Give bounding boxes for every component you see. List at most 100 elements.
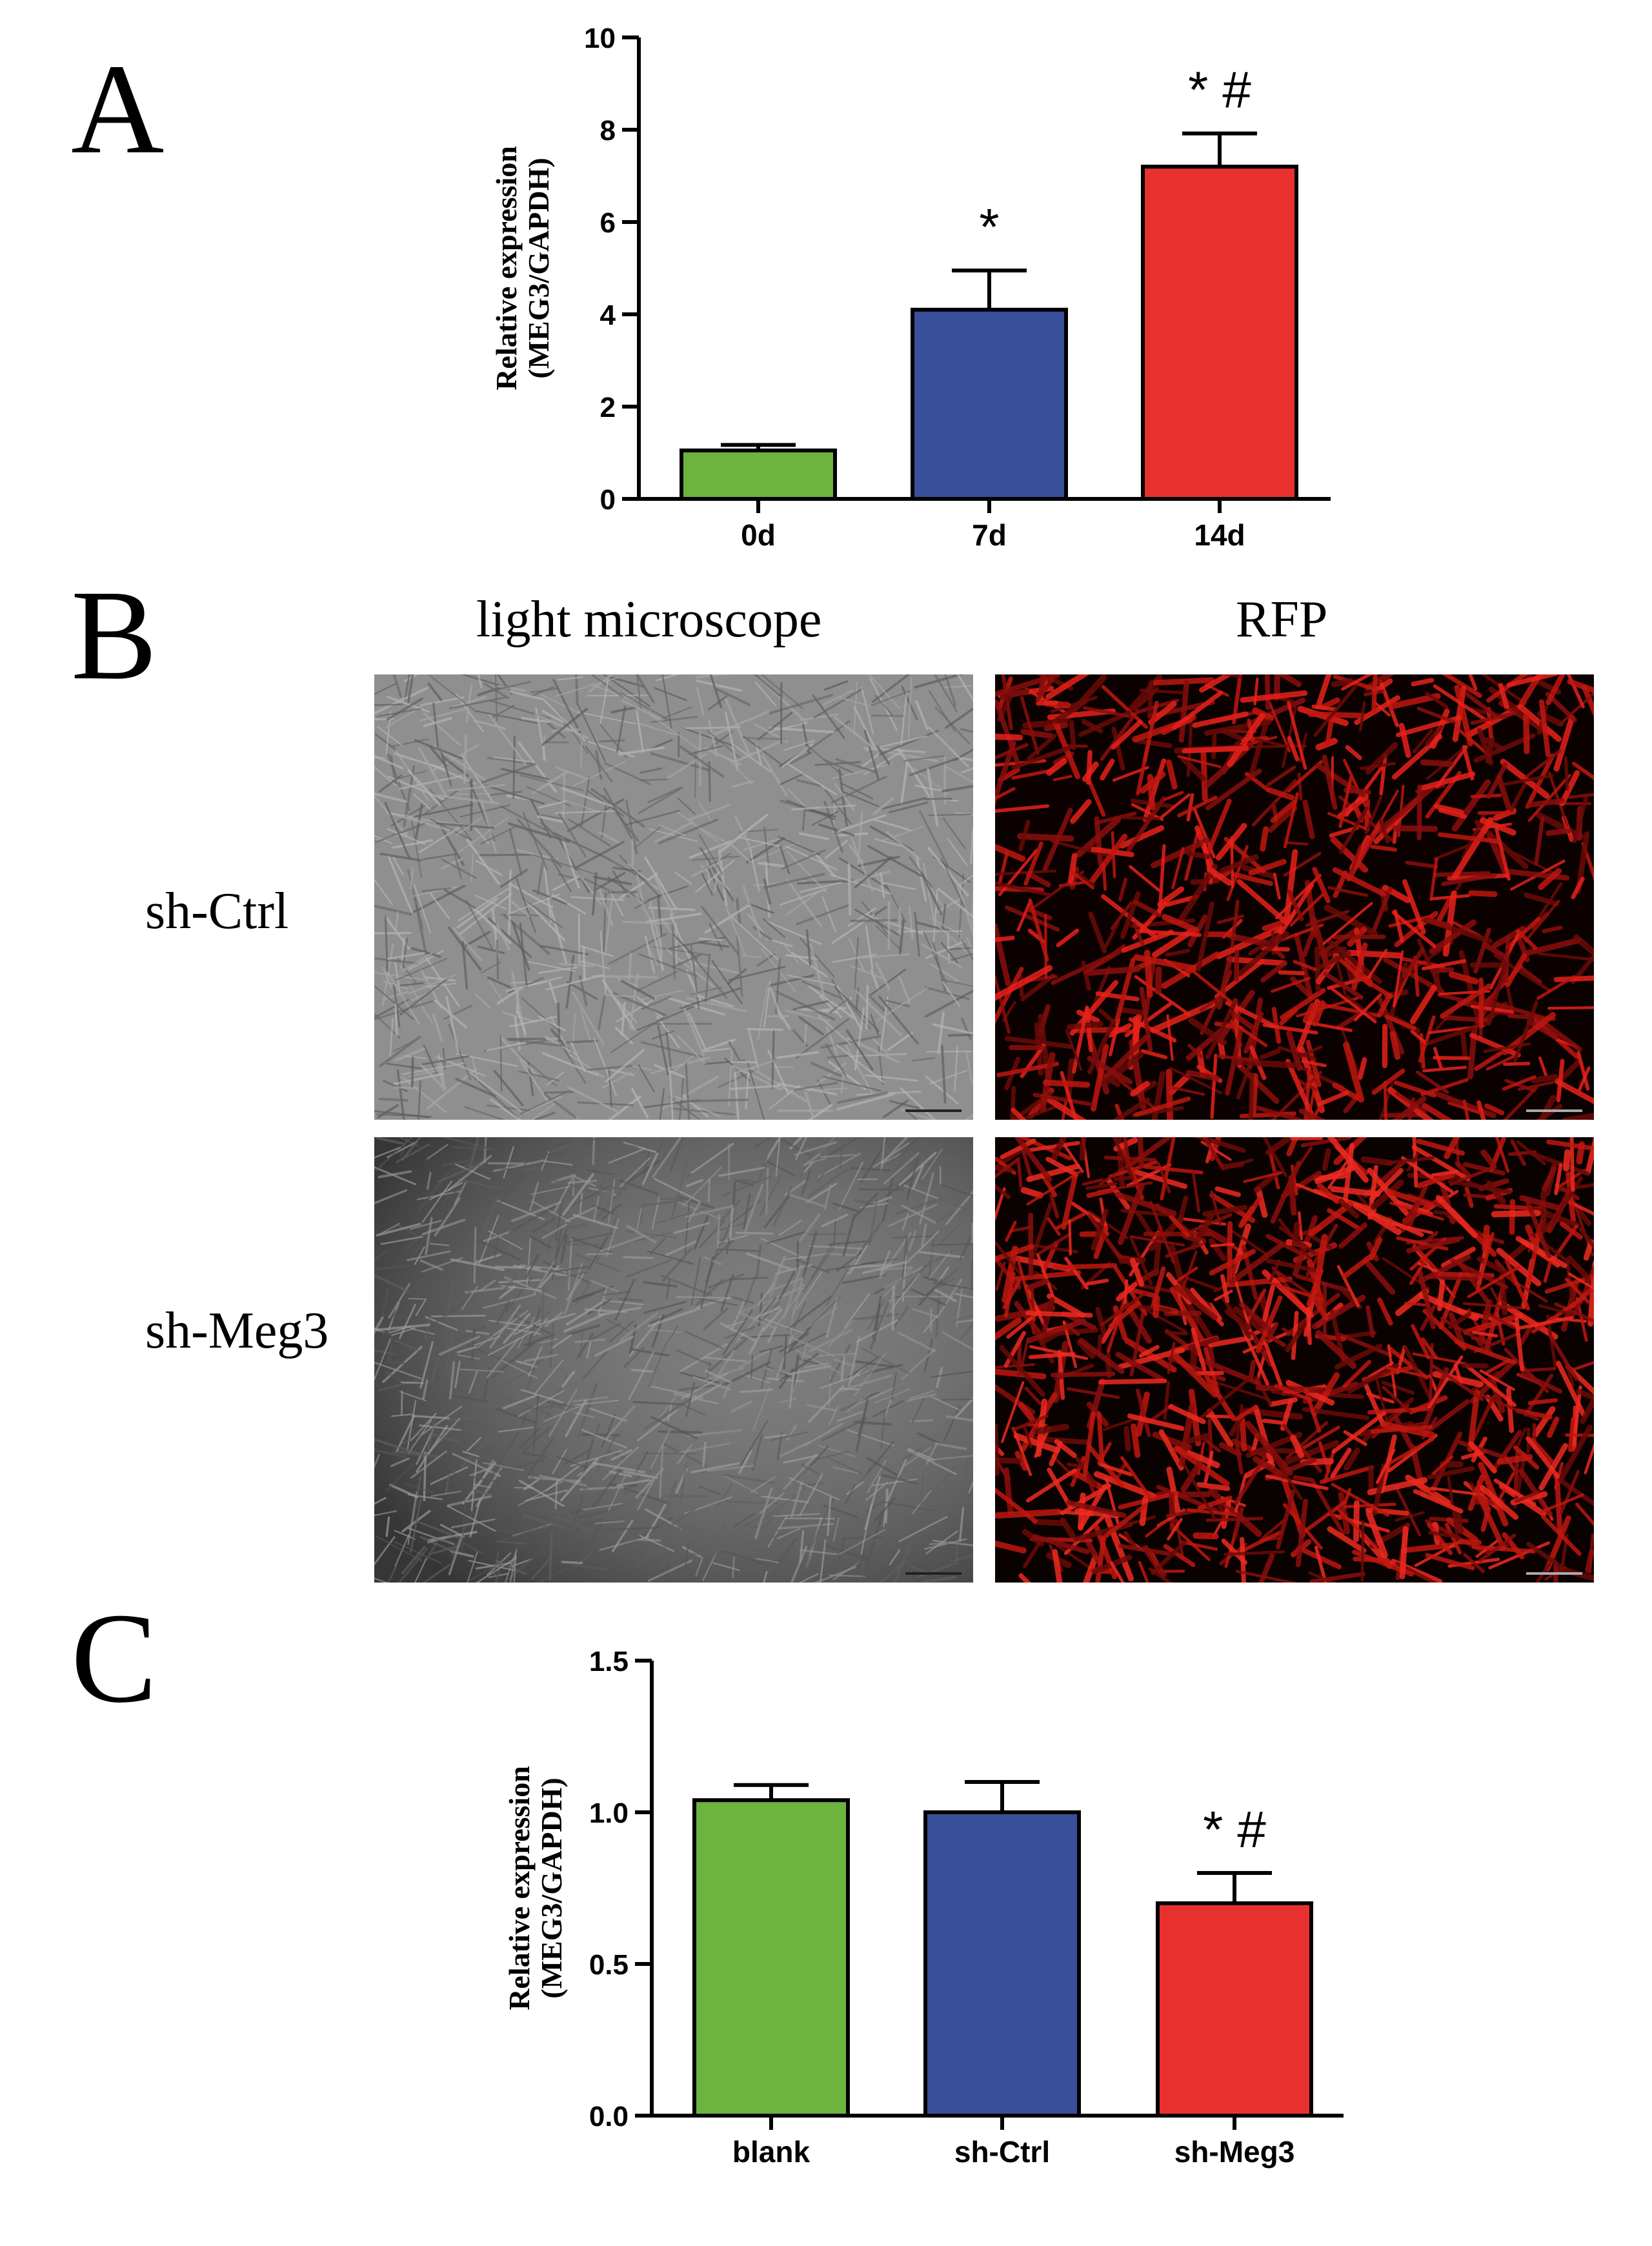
- cell: [1267, 1280, 1324, 1302]
- cell: [424, 1315, 432, 1340]
- cell: [922, 863, 936, 922]
- cell: [1068, 1219, 1072, 1256]
- cell: [454, 853, 462, 880]
- cell: [827, 1457, 863, 1475]
- cell: [1079, 1137, 1087, 1161]
- bar-7d: [911, 307, 1068, 501]
- cell: [1255, 1384, 1324, 1393]
- cell: [741, 1373, 771, 1384]
- cell: [393, 753, 445, 771]
- cell: [1094, 816, 1103, 867]
- cell: [958, 1507, 964, 1542]
- cell: [1486, 1180, 1506, 1205]
- cell: [1302, 1002, 1316, 1024]
- cell: [447, 1495, 492, 1507]
- cell: [730, 1400, 753, 1413]
- cell: [1094, 811, 1137, 825]
- cell: [513, 848, 558, 861]
- cell: [685, 1062, 690, 1120]
- cell: [374, 1510, 398, 1517]
- cell: [1186, 851, 1211, 860]
- cell: [578, 704, 606, 762]
- cell: [861, 1574, 898, 1580]
- cell: [690, 1462, 740, 1473]
- cell: [773, 1513, 821, 1517]
- cell: [634, 893, 652, 922]
- cell: [570, 1042, 586, 1073]
- cell: [880, 1531, 902, 1537]
- cell: [1033, 1423, 1070, 1435]
- cell: [702, 1441, 707, 1467]
- cell: [1464, 1186, 1474, 1208]
- cell: [650, 1416, 698, 1440]
- cell: [1267, 805, 1298, 833]
- cell: [1216, 1054, 1260, 1062]
- cell: [1265, 1322, 1279, 1344]
- cell: [929, 1069, 967, 1085]
- cell: [457, 1354, 481, 1360]
- cell: [620, 1312, 658, 1341]
- cell: [898, 1516, 948, 1543]
- cell: [1196, 901, 1215, 972]
- cell: [572, 1213, 618, 1229]
- cell: [483, 1366, 490, 1402]
- cell: [1504, 1078, 1536, 1093]
- cell: [453, 1182, 467, 1206]
- cell: [483, 1462, 525, 1472]
- cell: [1506, 674, 1558, 688]
- cell: [1135, 1211, 1154, 1238]
- cell: [855, 1399, 869, 1452]
- cell: [1555, 1078, 1594, 1104]
- cell: [1313, 1233, 1328, 1293]
- cell: [658, 818, 718, 845]
- cell: [995, 1158, 1019, 1179]
- cell: [1302, 1500, 1347, 1534]
- cell: [1471, 1337, 1492, 1343]
- cell: [473, 1444, 494, 1462]
- cell: [1224, 1550, 1285, 1556]
- cell: [747, 1028, 760, 1071]
- cell: [1425, 1553, 1475, 1571]
- cell: [1111, 720, 1143, 750]
- cell: [810, 1445, 829, 1466]
- cell: [1406, 1153, 1420, 1172]
- cell: [659, 1443, 664, 1499]
- cell: [388, 813, 413, 817]
- cell: [422, 853, 457, 860]
- cell: [918, 1251, 964, 1259]
- cell: [431, 1433, 463, 1444]
- cell: [942, 1184, 973, 1198]
- cell: [851, 837, 874, 893]
- cell: [767, 1515, 787, 1548]
- cell: [819, 995, 842, 1018]
- cell: [767, 1255, 786, 1294]
- cell: [793, 1082, 838, 1091]
- cell: [1360, 1520, 1365, 1582]
- cell: [838, 1529, 885, 1555]
- cell: [501, 1360, 538, 1379]
- cell: [1339, 806, 1369, 854]
- cell: [667, 1325, 679, 1342]
- cell: [1451, 779, 1491, 832]
- cell: [374, 1273, 410, 1293]
- cell: [1465, 1364, 1516, 1407]
- cell: [452, 1160, 485, 1171]
- x-tick-label: sh-Meg3: [1174, 2135, 1295, 2169]
- cell: [914, 784, 942, 792]
- cell: [1237, 931, 1289, 976]
- cell: [552, 678, 583, 737]
- cell: [427, 1537, 447, 1544]
- cell: [538, 800, 567, 809]
- cell: [647, 1250, 694, 1265]
- cell: [1463, 1312, 1524, 1335]
- cell: [599, 930, 607, 995]
- cell: [714, 844, 723, 893]
- cell: [387, 952, 425, 960]
- cell: [1273, 882, 1315, 944]
- cell: [833, 716, 878, 752]
- cell: [995, 975, 1011, 1034]
- cell: [374, 931, 412, 935]
- cell: [808, 1168, 848, 1197]
- cell: [521, 716, 550, 723]
- cell: [792, 999, 832, 1011]
